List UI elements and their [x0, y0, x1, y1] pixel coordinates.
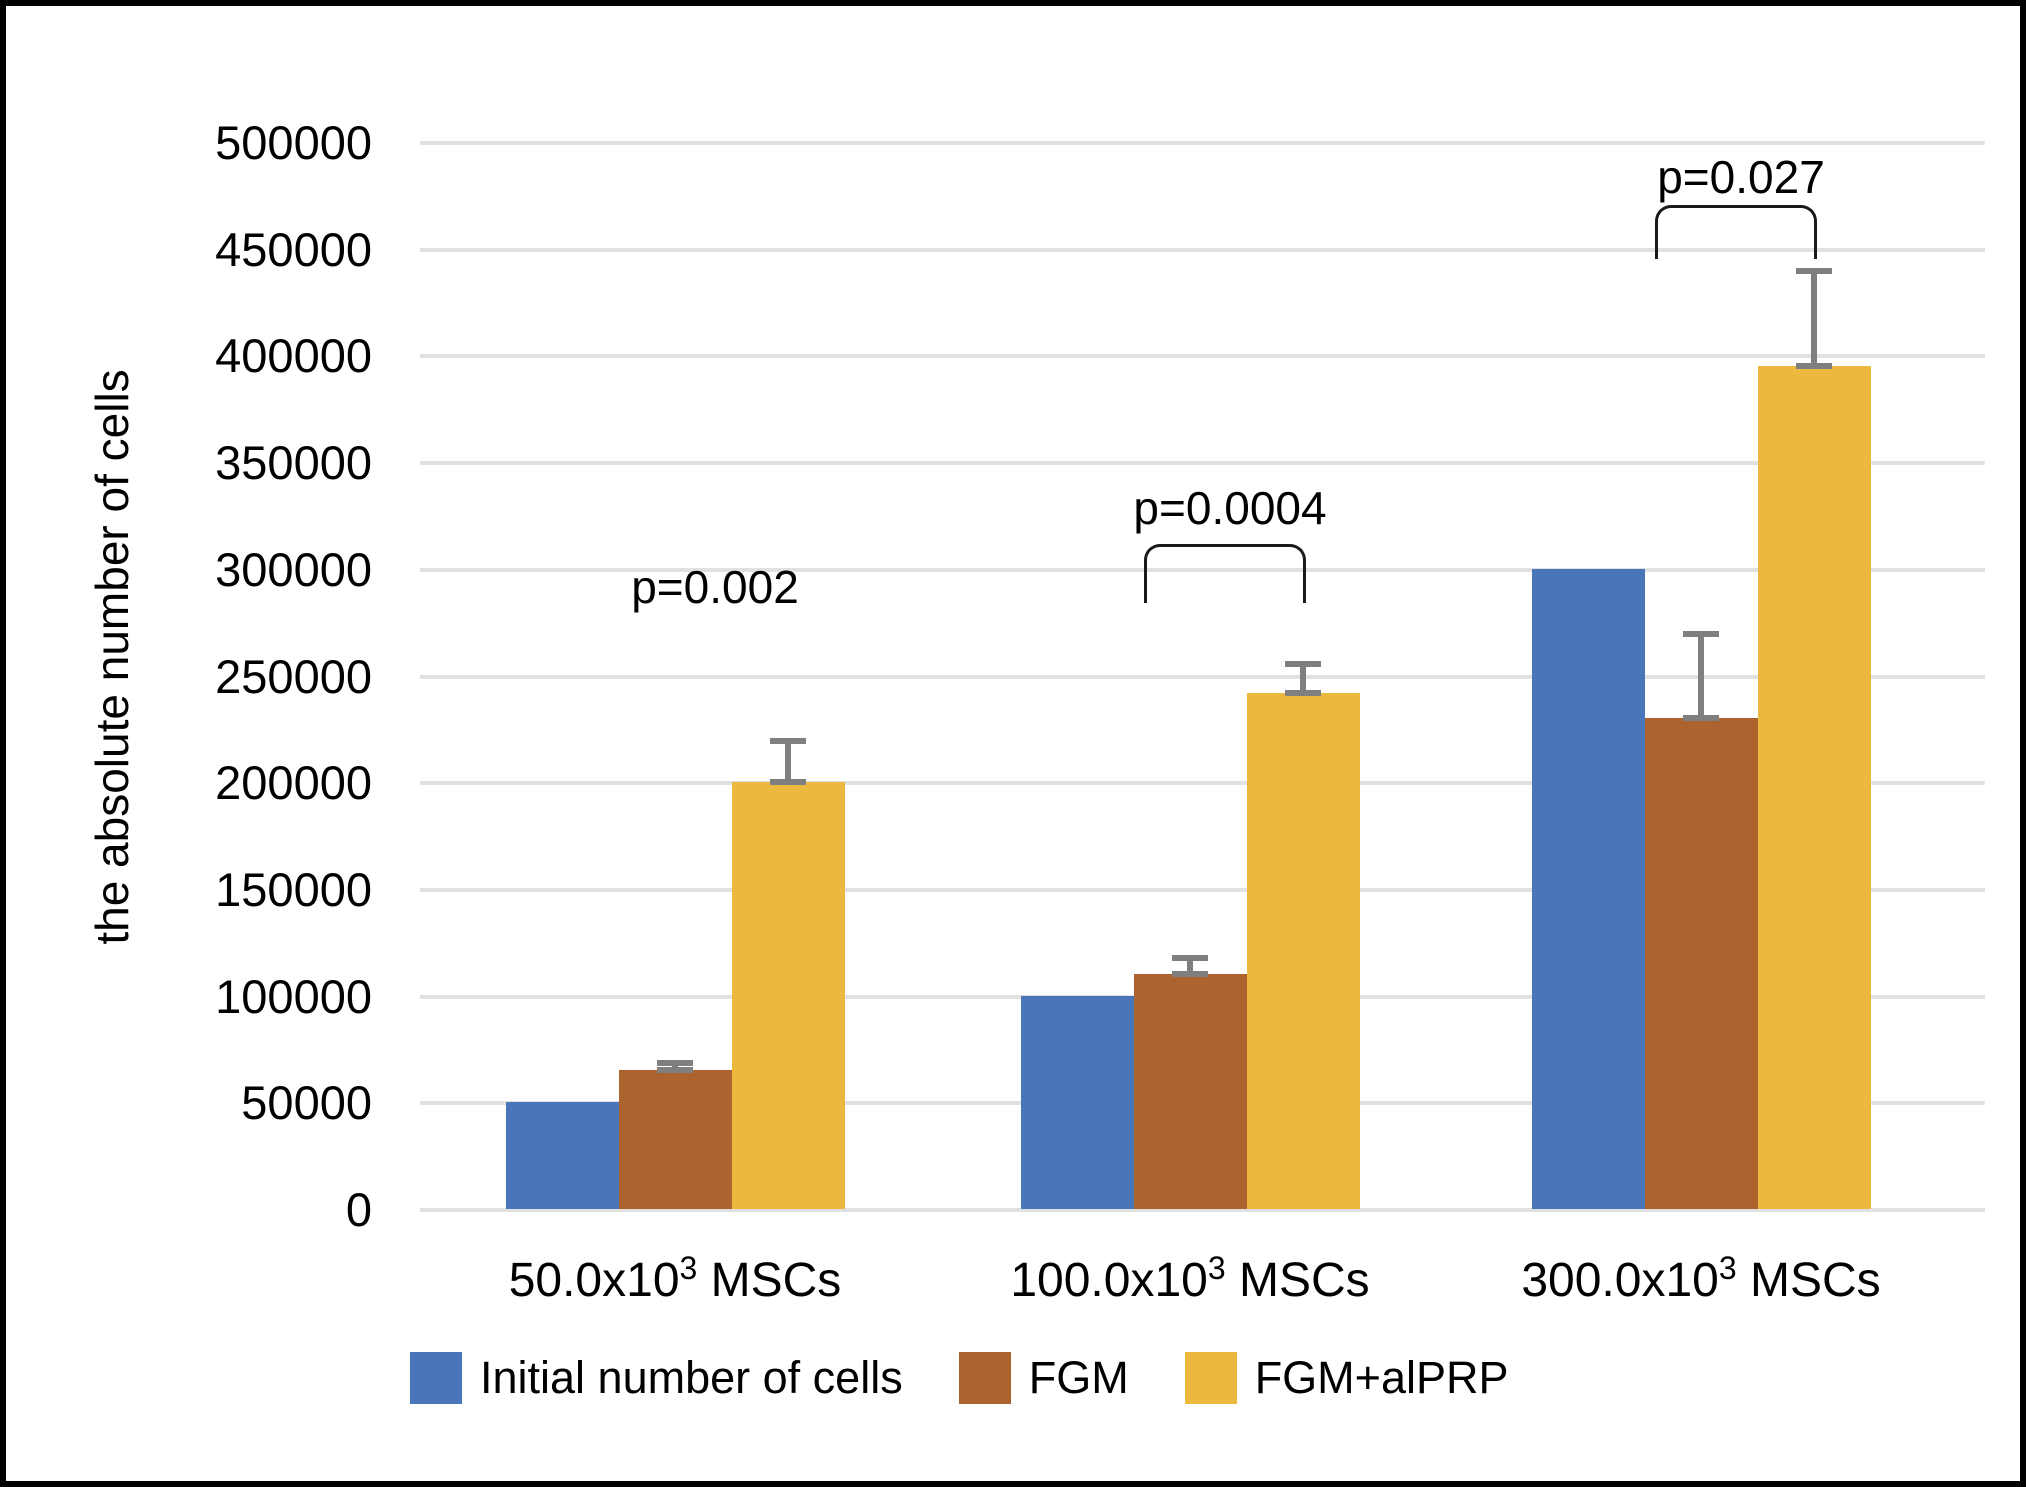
gridline — [420, 1208, 1985, 1212]
gridline — [420, 567, 1985, 572]
error-bar-top-cap — [1683, 630, 1719, 637]
bar-fgm-alprp-group-3 — [1757, 366, 1871, 1209]
error-bar-line — [1698, 633, 1704, 720]
error-bar-bottom-cap — [770, 779, 806, 786]
y-tick-label: 0 — [345, 1183, 372, 1236]
y-tick-label: 150000 — [215, 862, 372, 916]
legend-item: FGM — [958, 1352, 1129, 1404]
p-value-annotation: p=0.027 — [1657, 151, 1825, 204]
bar-initial-number-of-cells-group-3 — [1531, 568, 1645, 1209]
error-bar-line — [1811, 271, 1817, 368]
error-bar-bottom-cap — [657, 1067, 693, 1074]
gridline — [420, 247, 1985, 252]
error-bar-line — [672, 1062, 678, 1072]
x-category-superscript: 3 — [679, 1250, 698, 1286]
legend-swatch — [1184, 1352, 1237, 1404]
y-tick-label: 250000 — [215, 649, 372, 703]
bar-initial-number-of-cells-group-1 — [505, 1102, 619, 1209]
error-bar-bottom-cap — [1172, 971, 1208, 978]
legend-label: FGM+alPRP — [1254, 1352, 1509, 1403]
y-tick-label: 400000 — [215, 329, 372, 383]
error-bar-top-cap — [657, 1059, 693, 1066]
y-tick-label: 350000 — [215, 436, 372, 490]
legend-label: FGM — [1028, 1352, 1129, 1403]
legend-item: FGM+alPRP — [1184, 1352, 1509, 1404]
y-tick-label: 500000 — [215, 116, 372, 169]
bar-fgm-alprp-group-1 — [731, 782, 845, 1209]
gridline — [420, 674, 1985, 679]
error-bar-line — [1300, 663, 1306, 694]
p-value-annotation: p=0.002 — [631, 560, 799, 613]
x-category-label: 100.0x103 MSCs — [1010, 1250, 1370, 1307]
gridline — [420, 887, 1985, 892]
legend-swatch — [958, 1352, 1011, 1404]
error-bar-bottom-cap — [1285, 689, 1321, 696]
error-bar-bottom-cap — [1683, 715, 1719, 722]
error-bar-top-cap — [1285, 660, 1321, 667]
significance-bracket — [1655, 204, 1817, 260]
bar-initial-number-of-cells-group-2 — [1020, 995, 1134, 1209]
gridline — [420, 354, 1985, 359]
y-tick-label: 50000 — [241, 1076, 372, 1130]
y-tick-label: 300000 — [215, 542, 372, 596]
error-bar-top-cap — [1796, 268, 1832, 275]
x-category-superscript: 3 — [1718, 1250, 1737, 1286]
y-tick-label: 100000 — [215, 969, 372, 1023]
x-category-superscript: 3 — [1207, 1250, 1226, 1286]
error-bar-bottom-cap — [1796, 363, 1832, 370]
error-bar-top-cap — [770, 737, 806, 744]
legend-label: Initial number of cells — [480, 1352, 903, 1403]
error-bar-top-cap — [1172, 955, 1208, 962]
gridline — [420, 461, 1985, 466]
bar-fgm-alprp-group-2 — [1246, 692, 1360, 1209]
error-bar-line — [785, 740, 791, 784]
x-category-label: 50.0x103 MSCs — [508, 1250, 842, 1307]
bar-fgm-group-2 — [1133, 974, 1247, 1209]
gridline — [420, 141, 1985, 145]
y-tick-label: 450000 — [215, 222, 372, 276]
significance-bracket — [1144, 544, 1306, 603]
legend-swatch — [410, 1352, 462, 1404]
error-bar-line — [1187, 958, 1193, 976]
y-tick-label: 200000 — [215, 756, 372, 810]
bar-fgm-group-1 — [618, 1070, 732, 1209]
p-value-annotation: p=0.0004 — [1133, 481, 1327, 534]
bar-fgm-group-3 — [1644, 718, 1758, 1209]
x-category-label: 300.0x103 MSCs — [1521, 1250, 1881, 1307]
gridline — [420, 781, 1985, 786]
legend-item: Initial number of cells — [410, 1352, 903, 1404]
legend: Initial number of cells FGM FGM+alPRP — [410, 1352, 1509, 1404]
